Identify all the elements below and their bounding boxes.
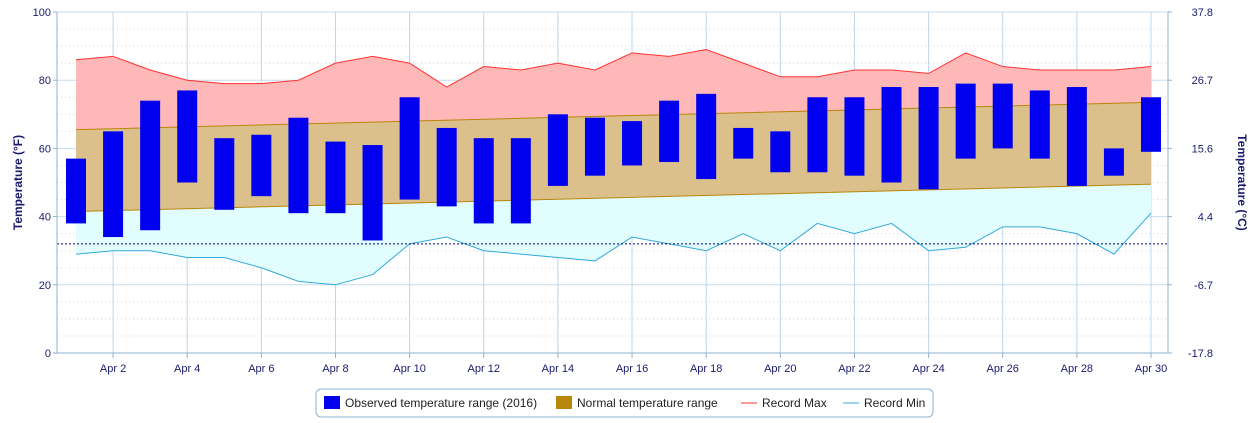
observed-range-bar xyxy=(1029,90,1050,159)
record-max-area xyxy=(76,49,1151,130)
observed-range-bar xyxy=(918,87,939,190)
y-tick-label: 0 xyxy=(45,348,51,360)
legend-label: Record Min xyxy=(864,396,925,410)
legend: Observed temperature range (2016) Normal … xyxy=(315,388,934,418)
y2-tick-label: 37.8 xyxy=(1192,7,1213,19)
observed-range-bar xyxy=(547,114,568,186)
x-tick-label: Apr 14 xyxy=(542,363,574,375)
observed-range-bar xyxy=(251,134,272,197)
y-tick-label: 80 xyxy=(39,75,51,87)
observed-range-bar xyxy=(325,141,346,214)
observed-range-bar xyxy=(955,83,976,159)
observed-range-bar xyxy=(66,158,86,224)
y-axis-title: Temperature (°F) xyxy=(11,135,25,230)
y2-tick-label: -6.7 xyxy=(1194,280,1213,292)
observed-range-bar xyxy=(103,131,124,238)
observed-range-bar xyxy=(696,93,717,180)
observed-range-bar xyxy=(362,144,383,241)
legend-label: Observed temperature range (2016) xyxy=(345,396,537,410)
x-tick-label: Apr 12 xyxy=(468,363,500,375)
x-tick-label: Apr 28 xyxy=(1061,363,1093,375)
observed-range-bar xyxy=(510,138,531,224)
legend-swatch xyxy=(556,396,572,409)
observed-range-bar xyxy=(622,121,643,166)
y-tick-label: 60 xyxy=(39,143,51,155)
x-tick-label: Apr 4 xyxy=(174,363,200,375)
legend-label: Record Max xyxy=(762,396,827,410)
y2-tick-label: 4.4 xyxy=(1198,212,1213,224)
observed-range-bar xyxy=(1066,87,1087,186)
observed-range-bar xyxy=(992,83,1013,149)
x-tick-label: Apr 20 xyxy=(764,363,796,375)
observed-range-bar xyxy=(214,138,235,210)
x-tick-label: Apr 8 xyxy=(322,363,348,375)
observed-range-bar xyxy=(399,97,420,200)
y-tick-label: 20 xyxy=(39,280,51,292)
x-tick-label: Apr 6 xyxy=(248,363,274,375)
y2-tick-label: 15.6 xyxy=(1192,143,1213,155)
observed-range-bar xyxy=(844,97,865,176)
x-tick-label: Apr 10 xyxy=(393,363,425,375)
observed-range-bar xyxy=(140,100,161,231)
record-max-line xyxy=(75,48,1152,88)
x-tick-label: Apr 18 xyxy=(690,363,722,375)
observed-range-bar xyxy=(177,90,198,183)
y-tick-label: 40 xyxy=(39,212,51,224)
x-tick-label: Apr 24 xyxy=(912,363,944,375)
y2-tick-label: 26.7 xyxy=(1192,75,1213,87)
legend-label: Normal temperature range xyxy=(577,396,718,410)
observed-range-bar xyxy=(733,127,754,159)
y-tick-label: 100 xyxy=(33,7,51,19)
observed-range-bar xyxy=(807,97,828,173)
legend-box xyxy=(315,388,934,418)
y2-tick-label: -17.8 xyxy=(1188,348,1213,360)
normal-low-line xyxy=(75,183,1152,212)
x-tick-label: Apr 16 xyxy=(616,363,648,375)
x-tick-label: Apr 2 xyxy=(100,363,126,375)
observed-range-bar xyxy=(659,100,680,163)
observed-range-bar xyxy=(584,117,605,176)
x-tick-label: Apr 30 xyxy=(1135,363,1167,375)
x-tick-label: Apr 22 xyxy=(838,363,870,375)
observed-range-bar xyxy=(288,117,309,214)
observed-range-bar xyxy=(881,87,902,183)
observed-range-bar xyxy=(1103,148,1124,176)
axes: 0 20 40 60 80 100 -17.8 -6.7 4.4 15.6 26.7 37.8 Apr … xyxy=(11,7,1249,375)
record-min-line xyxy=(75,212,1152,286)
observed-range-bar xyxy=(436,127,457,207)
observed-range-bar xyxy=(473,138,494,224)
legend-swatch xyxy=(324,396,340,409)
y2-axis-title: Temperature (°C) xyxy=(1235,134,1249,231)
observed-range-bar xyxy=(770,131,791,173)
observed-range-bar xyxy=(1141,97,1161,152)
record-lines xyxy=(57,48,1168,286)
x-tick-label: Apr 26 xyxy=(987,363,1019,375)
observed-bars xyxy=(66,83,1161,241)
